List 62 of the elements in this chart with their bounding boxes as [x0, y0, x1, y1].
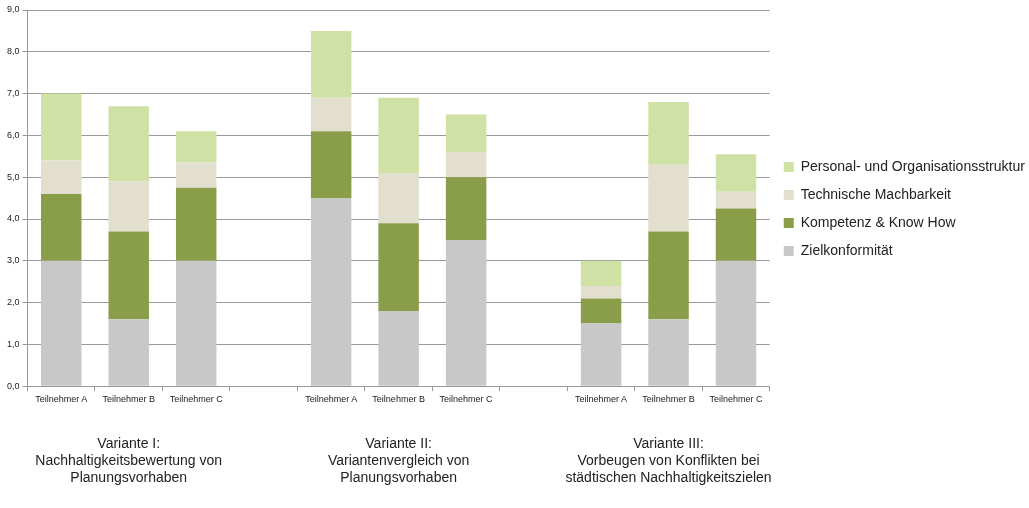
- bar: [310, 30, 352, 98]
- bar: [445, 114, 487, 153]
- bar: [445, 177, 487, 240]
- y-tick-label: 4,0: [7, 213, 20, 224]
- bar: [378, 97, 419, 174]
- text: Variante I: Nachhaltigkeitsbewertung von Planungsvorhaben: [35, 435, 223, 486]
- bar: [580, 298, 622, 324]
- x-tick-label: Teilnehmer C: [709, 394, 764, 405]
- bar: [108, 106, 149, 182]
- bar: [41, 160, 82, 194]
- legend-label: Personal- und Organisationsstruktur: [800, 157, 1026, 174]
- x-tick-label: Teilnehmer B: [642, 394, 695, 405]
- y-tick-label: 2,0: [7, 297, 20, 308]
- bar: [175, 131, 217, 163]
- bar: [715, 260, 757, 386]
- x-tick-label: Teilnehmer A: [575, 394, 628, 405]
- bar: [41, 193, 82, 261]
- bar: [108, 231, 149, 320]
- bar: [445, 152, 487, 178]
- bar: [41, 93, 82, 161]
- x-tick-label: Teilnehmer A: [305, 394, 358, 405]
- legend-label: Technische Machbarkeit: [800, 185, 952, 202]
- legend-label: Zielkonformität: [800, 241, 893, 258]
- y-tick-label: 5,0: [7, 171, 20, 182]
- bar: [175, 162, 217, 188]
- bar: [445, 239, 487, 386]
- bar: [108, 319, 149, 386]
- bar: [715, 191, 757, 209]
- x-tick-label: Teilnehmer A: [35, 394, 88, 405]
- bar: [715, 154, 757, 192]
- bar: [310, 198, 352, 386]
- bar: [580, 260, 622, 286]
- bar: [378, 173, 419, 224]
- y-tick-label: 7,0: [7, 88, 20, 99]
- bar: [648, 231, 689, 320]
- bar: [580, 285, 622, 299]
- y-tick-label: 3,0: [7, 255, 20, 266]
- y-tick-label: 6,0: [7, 129, 20, 140]
- bar: [378, 223, 419, 311]
- bar: [648, 164, 689, 232]
- bar: [715, 208, 757, 261]
- bar: [175, 260, 217, 386]
- bar: [648, 319, 689, 386]
- bar: [175, 187, 217, 261]
- x-tick-label: Teilnehmer B: [372, 394, 425, 405]
- bar: [41, 260, 82, 386]
- y-tick-label: 8,0: [7, 46, 20, 57]
- text: Variante III: Vorbeugen von Konflikten bei städtischen Nachhaltigkeitszielen: [565, 435, 772, 486]
- bar: [310, 97, 352, 132]
- x-tick-label: Teilnehmer C: [169, 394, 224, 405]
- y-tick-label: 9,0: [7, 4, 20, 15]
- bar: [310, 131, 352, 199]
- bar: [108, 181, 149, 232]
- y-tick-label: 1,0: [7, 338, 20, 349]
- y-tick-label: 0,0: [7, 380, 20, 391]
- text: Variante II: Variantenvergleich von Planungsvorhaben: [327, 435, 470, 486]
- legend-label: Kompetenz & Know How: [800, 213, 957, 230]
- x-tick-label: Teilnehmer B: [102, 394, 155, 405]
- bar: [648, 101, 689, 165]
- x-tick-label: Teilnehmer C: [439, 394, 494, 405]
- bar: [378, 310, 419, 386]
- bar: [580, 323, 622, 386]
